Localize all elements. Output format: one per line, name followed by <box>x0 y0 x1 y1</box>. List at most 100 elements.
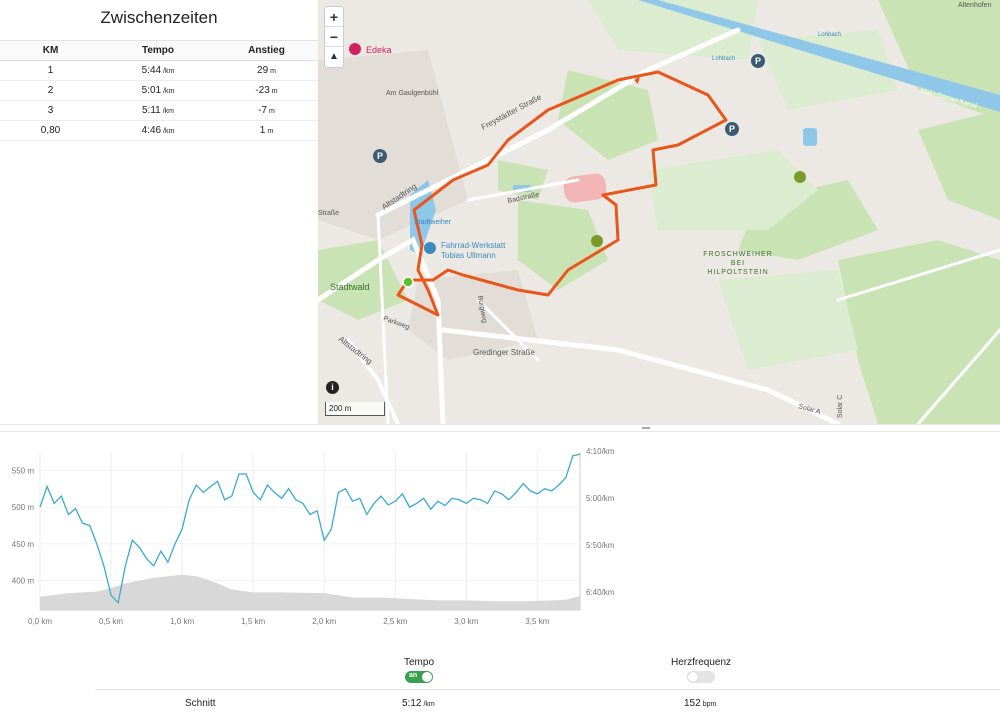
split-climb: -23 m <box>215 80 318 101</box>
picnic-icon[interactable] <box>794 171 806 183</box>
label-stadtwald: Stadtwald <box>330 282 370 292</box>
scale-bar: 200 m <box>325 402 385 416</box>
elevation-area <box>40 574 580 610</box>
split-km: 0,80 <box>0 120 101 141</box>
y-left-tick-label: 400 m <box>12 577 35 586</box>
splits-header-row: KM Tempo Anstieg <box>0 40 318 61</box>
y-right-tick-label: 5:00/km <box>586 494 615 503</box>
x-axis-ticks: 0,0 km 0,5 km 1,0 km 1,5 km 2,0 km 2,5 km 3,0 … <box>28 617 550 626</box>
hr-toggle[interactable] <box>687 671 715 683</box>
split-climb: -7 m <box>215 100 318 121</box>
y-axis-left-ticks: 550 m 500 m 450 m 400 m <box>12 466 35 585</box>
label-edeka: Edeka <box>366 45 392 55</box>
parking-icon[interactable]: P <box>725 122 739 136</box>
tempo-label: Tempo <box>403 657 434 668</box>
tempo-toggle-block: Tempo an <box>395 657 443 686</box>
canal <box>638 0 1000 112</box>
splits-panel: Zwischenzeiten KM Tempo Anstieg 1 5:44/k… <box>0 0 318 424</box>
grip-icon <box>642 427 650 429</box>
label-tobias-ullmann: Tobias Ullmann <box>441 251 496 260</box>
info-icon[interactable]: i <box>326 381 339 394</box>
col-header-tempo: Tempo <box>101 40 215 61</box>
reset-north-button[interactable]: ▲ <box>329 51 339 62</box>
splits-table: KM Tempo Anstieg 1 5:44/km 29 m 2 5:01/km… <box>0 40 318 141</box>
label-am-gaulgenbuehl: Am Gaulgenbühl <box>386 90 439 97</box>
table-row: 1 5:44/km 29 m <box>0 60 318 81</box>
x-tick-label: 1,5 km <box>241 617 265 626</box>
svg-text:P: P <box>729 124 735 134</box>
label-parkweg: Parkweg <box>382 315 410 331</box>
label-burgweg: Burgweg <box>476 295 488 324</box>
hr-toggle-block: Herzfrequenz <box>665 657 737 686</box>
label-lohbach2: Lohbach <box>712 56 735 62</box>
table-row: 2 5:01/km -23 m <box>0 80 318 101</box>
label-hilpoltstein: HILPOLTSTEIN <box>707 269 768 276</box>
x-tick-label: 0,5 km <box>99 617 123 626</box>
resize-handle[interactable] <box>0 424 1000 432</box>
avg-heart-rate: 152 bpm <box>684 698 717 709</box>
split-km: 2 <box>0 80 101 101</box>
route-map[interactable]: P P P Edeka Altenhofen Lohbach Lohbach A… <box>318 0 1000 424</box>
map-canvas[interactable]: P P P Edeka Altenhofen Lohbach Lohbach A… <box>318 0 1000 424</box>
zoom-out-button[interactable]: − <box>325 27 343 47</box>
col-header-km: KM <box>0 40 101 61</box>
shop-icon[interactable] <box>349 43 361 55</box>
avg-pace: 5:12/km <box>402 698 435 709</box>
pace-elevation-chart[interactable]: 0,0 km 0,5 km 1,0 km 1,5 km 2,0 km 2,5 km 3,0 … <box>0 432 1000 632</box>
label-bei: BEI <box>731 260 745 267</box>
label-stadtweiher: Stadtweiher <box>414 219 452 226</box>
x-tick-label: 0,0 km <box>28 617 52 626</box>
y-left-tick-label: 450 m <box>12 540 35 549</box>
sports-field <box>563 173 607 203</box>
label-lohbach: Lohbach <box>818 32 841 38</box>
split-pace: 5:44/km <box>101 60 215 81</box>
parking-icon[interactable]: P <box>751 54 765 68</box>
zoom-in-button[interactable]: + <box>325 7 343 27</box>
split-km: 1 <box>0 60 101 81</box>
pond <box>803 128 817 146</box>
start-marker[interactable] <box>402 276 414 288</box>
y-left-tick-label: 550 m <box>12 466 35 475</box>
col-header-climb: Anstieg <box>215 40 318 61</box>
label-fahrrad-werkstatt: Fahrrad-Werkstatt <box>441 241 506 250</box>
table-row: 3 5:11/km -7 m <box>0 100 318 121</box>
route-direction-arrow <box>634 76 640 84</box>
split-pace: 4:46/km <box>101 120 215 141</box>
y-right-tick-label: 4:10/km <box>586 447 615 456</box>
label-froschweiher: FROSCHWEIHER <box>703 251 773 258</box>
label-altstadtring-2: Altstadtring <box>337 334 374 366</box>
label-solar-c: Solar C <box>837 395 844 418</box>
x-tick-label: 3,5 km <box>525 617 549 626</box>
y-right-tick-label: 5:50/km <box>586 541 615 550</box>
svg-text:P: P <box>755 56 761 66</box>
tempo-toggle[interactable]: an <box>405 671 433 683</box>
label-gredinger-strasse: Gredinger Straße <box>473 348 535 357</box>
y-right-tick-label: 6:40/km <box>586 588 615 597</box>
map-meadows <box>588 0 898 370</box>
map-roads <box>318 27 1000 424</box>
hr-label: Herzfrequenz <box>670 657 732 668</box>
label-solar-a: Solar A <box>797 403 821 416</box>
split-pace: 5:11/km <box>101 100 215 121</box>
bicycle-shop-icon[interactable] <box>424 242 436 254</box>
x-tick-label: 1,0 km <box>170 617 194 626</box>
x-tick-label: 3,0 km <box>454 617 478 626</box>
parking-icon[interactable]: P <box>373 149 387 163</box>
x-tick-label: 2,0 km <box>312 617 336 626</box>
y-left-tick-label: 500 m <box>12 503 35 512</box>
svg-text:P: P <box>377 151 383 161</box>
picnic-icon[interactable] <box>591 235 603 247</box>
splits-title: Zwischenzeiten <box>100 8 218 27</box>
label-freystaedter-strasse: Freystädter Straße <box>480 92 544 132</box>
avg-label: Schnitt <box>185 698 216 709</box>
pace-line <box>39 453 581 605</box>
split-pace: 5:01/km <box>101 80 215 101</box>
x-tick-label: 2,5 km <box>383 617 407 626</box>
average-row: Schnitt 5:12/km 152 bpm <box>95 689 1000 716</box>
y-axis-right-ticks: 4:10/km 5:00/km 5:50/km 6:40/km <box>586 447 615 597</box>
zoom-controls: + − ▲ <box>324 6 344 68</box>
route-track <box>396 70 728 317</box>
